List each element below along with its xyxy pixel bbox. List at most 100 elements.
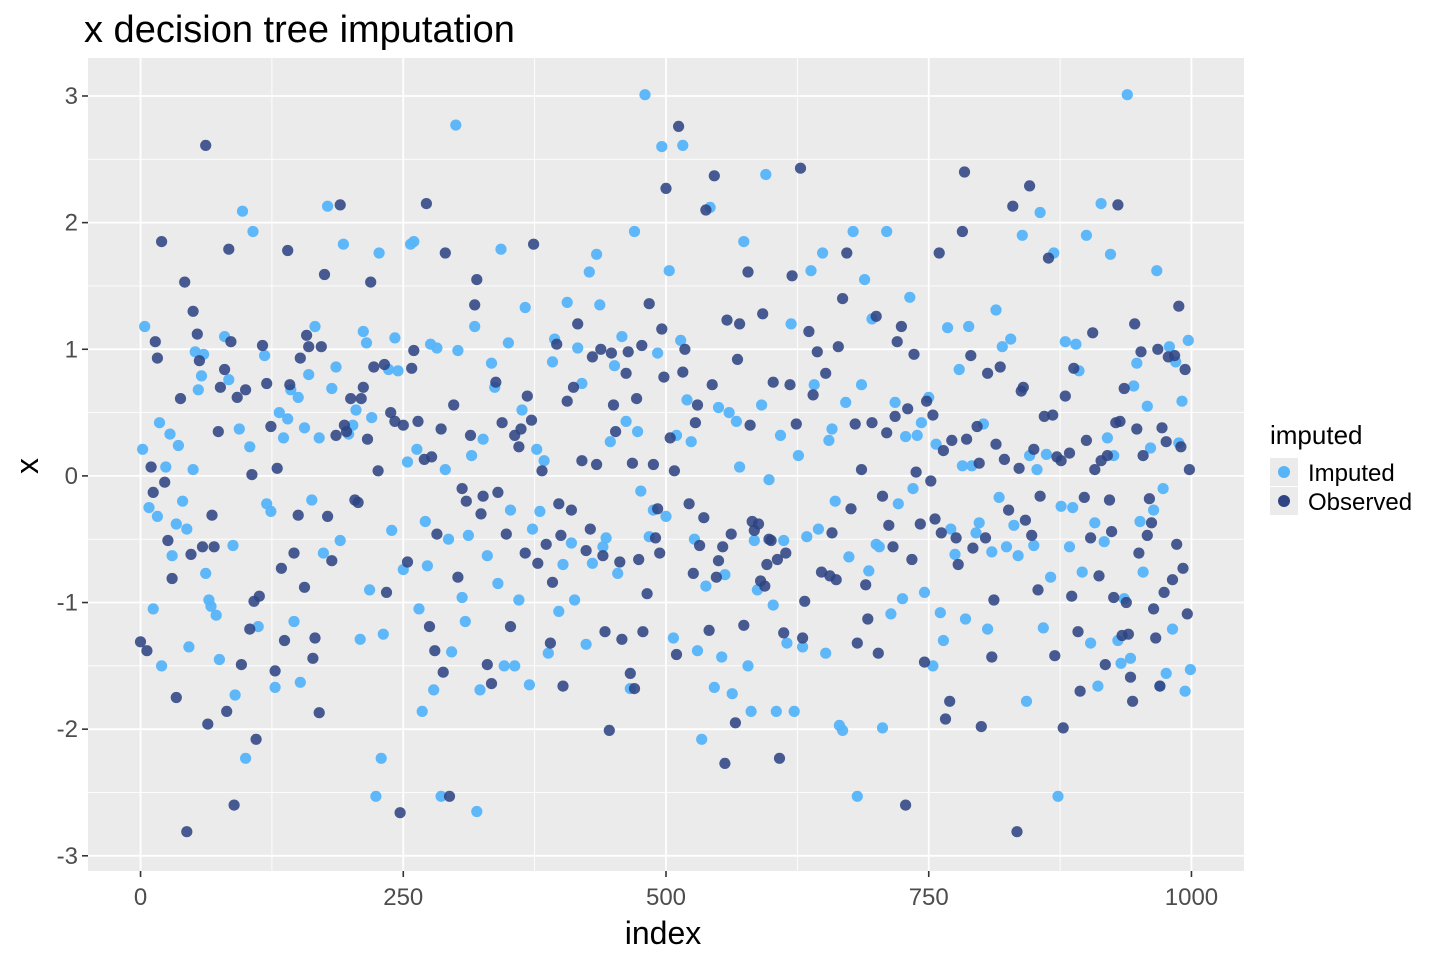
y-tick-label: 1	[65, 336, 78, 363]
data-point-imputed	[942, 322, 954, 334]
data-point-observed	[1085, 532, 1097, 544]
data-point-imputed	[1151, 265, 1163, 277]
data-point-imputed	[949, 548, 961, 561]
data-point-imputed	[181, 523, 193, 535]
data-point-imputed	[177, 495, 189, 507]
data-point-observed	[677, 366, 689, 378]
data-point-observed	[231, 391, 243, 403]
data-point-observed	[439, 247, 451, 259]
data-point-imputed	[639, 89, 651, 101]
data-point-imputed	[164, 428, 176, 440]
data-point-observed	[389, 415, 401, 427]
data-point-imputed	[911, 429, 923, 441]
data-point-observed	[1059, 390, 1071, 402]
data-point-observed	[544, 637, 557, 649]
data-point-imputed	[516, 404, 528, 416]
data-point-imputed	[1031, 464, 1043, 476]
data-point-observed	[668, 465, 681, 477]
y-axis: -3 -2 -1 0 1 2 3	[57, 83, 88, 870]
data-point-imputed	[366, 412, 378, 424]
data-point-observed	[551, 338, 563, 350]
data-point-observed	[553, 498, 565, 510]
data-point-observed	[591, 458, 603, 471]
data-point-observed	[624, 667, 636, 680]
data-point-observed	[597, 550, 609, 562]
x-tick-label: 750	[909, 884, 949, 911]
data-point-imputed	[1000, 541, 1013, 553]
data-point-observed	[219, 363, 231, 376]
data-point-observed	[975, 721, 987, 733]
data-point-imputed	[439, 464, 451, 476]
data-point-imputed	[466, 450, 478, 462]
data-point-observed	[406, 362, 418, 374]
data-point-observed	[988, 594, 1000, 606]
data-point-observed	[967, 542, 979, 554]
data-point-imputed	[781, 637, 793, 649]
data-point-observed	[738, 619, 750, 631]
data-point-imputed	[953, 363, 965, 376]
data-point-imputed	[770, 705, 782, 718]
data-point-imputed	[576, 377, 588, 390]
data-point-observed	[876, 490, 889, 502]
data-point-imputed	[531, 443, 543, 455]
data-point-imputed	[696, 733, 708, 745]
data-point-imputed	[843, 551, 855, 563]
data-point-observed	[546, 576, 559, 588]
series-observed	[134, 120, 1195, 838]
data-point-imputed	[538, 455, 550, 467]
data-point-imputed	[708, 681, 720, 694]
data-point-imputed	[1098, 536, 1110, 548]
data-point-imputed	[826, 423, 838, 435]
data-point-imputed	[428, 684, 440, 696]
data-point-observed	[883, 519, 895, 531]
data-point-observed	[181, 826, 193, 838]
data-point-imputed	[1104, 248, 1117, 260]
x-tick-label: 1000	[1165, 884, 1218, 911]
data-point-imputed	[1067, 502, 1079, 514]
data-point-imputed	[1115, 657, 1127, 669]
data-point-imputed	[748, 534, 760, 547]
data-point-observed	[151, 352, 163, 364]
data-point-imputed	[667, 632, 680, 644]
data-point-observed	[1118, 382, 1130, 395]
data-point-observed	[380, 586, 393, 599]
data-point-imputed	[738, 236, 750, 248]
data-point-observed	[595, 343, 607, 355]
x-tick-label: 250	[383, 884, 423, 911]
data-point-imputed	[1176, 395, 1188, 407]
data-point-observed	[918, 656, 931, 668]
data-point-imputed	[847, 225, 859, 238]
data-point-imputed	[298, 422, 311, 434]
data-point-observed	[555, 529, 567, 542]
data-point-observed	[515, 423, 527, 435]
data-point-imputed	[930, 438, 942, 450]
data-point-imputed	[377, 628, 389, 640]
data-point-imputed	[1160, 667, 1172, 680]
data-point-observed	[284, 379, 296, 391]
legend-label-imputed: Imputed	[1308, 460, 1395, 487]
data-point-imputed	[937, 634, 950, 647]
data-point-imputed	[227, 539, 239, 552]
data-point-observed	[1011, 826, 1023, 838]
data-point-imputed	[565, 537, 578, 549]
data-point-imputed	[411, 443, 423, 455]
data-point-observed	[166, 572, 178, 585]
data-point-imputed	[1148, 504, 1160, 516]
data-point-imputed	[187, 464, 199, 476]
data-point-observed	[851, 637, 863, 649]
data-point-observed	[134, 636, 147, 648]
data-point-observed	[703, 624, 715, 637]
data-point-observed	[1124, 671, 1137, 683]
data-point-observed	[240, 384, 252, 396]
data-point-observed	[352, 496, 364, 509]
data-point-observed	[815, 566, 828, 578]
data-point-imputed	[303, 369, 315, 381]
data-point-observed	[1135, 346, 1147, 358]
data-point-imputed	[604, 436, 616, 448]
data-point-observed	[757, 308, 769, 320]
data-point-observed	[855, 464, 868, 476]
data-point-observed	[1148, 603, 1160, 615]
data-point-observed	[773, 752, 786, 764]
data-point-observed	[700, 204, 712, 216]
data-point-observed	[1106, 526, 1118, 538]
